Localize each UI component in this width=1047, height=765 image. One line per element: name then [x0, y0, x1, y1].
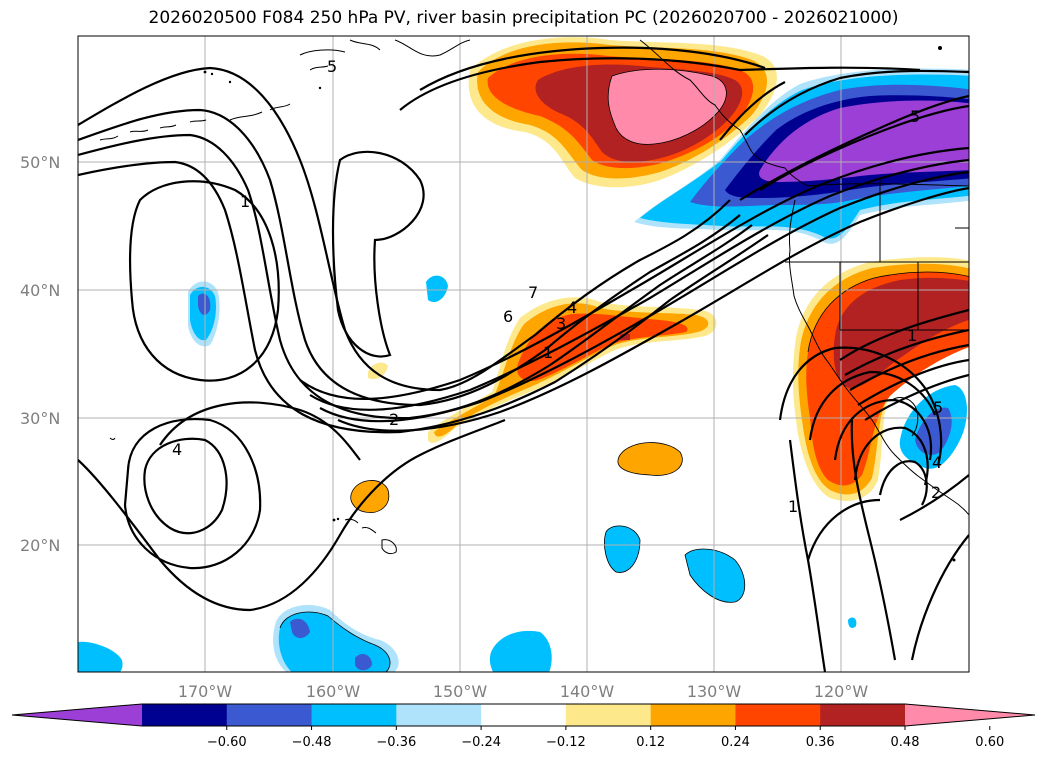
colorbar-segment	[481, 704, 567, 726]
lon-label: 120°W	[814, 682, 869, 701]
colorbar-tick-label: −0.60	[207, 735, 247, 750]
lon-labels: 170°W 160°W 150°W 140°W 130°W 120°W	[178, 682, 869, 701]
contour-label: 1	[240, 192, 250, 211]
colorbar-segment	[650, 704, 736, 726]
lat-label: 50°N	[20, 153, 60, 172]
colorbar-extend-low	[12, 704, 142, 726]
graticule	[78, 36, 969, 672]
contour-label: 1	[543, 343, 553, 362]
map-title: 2026020500 F084 250 hPa PV, river basin …	[148, 8, 899, 28]
colorbar-tick-label: −0.48	[292, 735, 332, 750]
contour-label: 4	[172, 440, 182, 459]
contour-label: 4	[567, 298, 577, 317]
contour-label: 5	[327, 57, 337, 76]
island-detail	[203, 46, 956, 562]
precip-outlines	[279, 68, 969, 672]
lat-label: 40°N	[20, 281, 60, 300]
contour-label: 1	[788, 497, 798, 516]
contour-label: 2	[389, 410, 399, 429]
colorbar	[11, 703, 1036, 727]
precip-negative-shading	[78, 68, 969, 672]
colorbar-segment	[226, 704, 313, 726]
colorbar-segment	[565, 704, 652, 726]
colorbar-segment	[396, 704, 482, 726]
lat-label: 20°N	[20, 536, 60, 555]
colorbar-tick-label: 0.60	[975, 735, 1004, 750]
contour-label: 5	[910, 107, 920, 126]
lon-label: 160°W	[306, 682, 361, 701]
contour-label: 3	[556, 314, 566, 333]
lon-label: 150°W	[433, 682, 488, 701]
pv-contour-labels: 5 1 5 4 7 6 4 3 1 2 1 2 5 4 1	[172, 57, 943, 516]
lon-label: 170°W	[178, 682, 233, 701]
lon-label: 140°W	[560, 682, 615, 701]
colorbar-ticks: −0.60 −0.48 −0.36 −0.24 −0.12 0.12 0.24 0.36 0.4…	[207, 726, 1004, 750]
colorbar-segment	[142, 704, 228, 726]
colorbar-tick-label: 0.12	[636, 735, 665, 750]
pv-contours	[78, 46, 969, 672]
colorbar-segment	[735, 704, 821, 726]
contour-label: 2	[931, 483, 941, 502]
colorbar-tick-label: −0.24	[461, 735, 501, 750]
contour-label: 7	[528, 283, 538, 302]
contour-label: 6	[503, 307, 513, 326]
colorbar-tick-label: 0.36	[806, 735, 835, 750]
colorbar-outline	[11, 703, 1036, 727]
contour-label: 1	[907, 326, 917, 345]
colorbar-tick-label: −0.36	[376, 735, 416, 750]
colorbar-segment	[311, 704, 397, 726]
colorbar-tick-label: 0.24	[721, 735, 750, 750]
colorbar-tick-label: 0.48	[891, 735, 920, 750]
lat-labels: 50°N 40°N 30°N 20°N	[20, 153, 60, 555]
contour-label: 4	[932, 453, 942, 472]
colorbar-tick-label: −0.12	[546, 735, 586, 750]
colorbar-segment	[820, 704, 906, 726]
lat-label: 30°N	[20, 409, 60, 428]
contour-label: 5	[933, 398, 943, 417]
map-frame	[77, 35, 970, 673]
colorbar-extend-high	[905, 704, 1035, 726]
lon-label: 130°W	[687, 682, 742, 701]
